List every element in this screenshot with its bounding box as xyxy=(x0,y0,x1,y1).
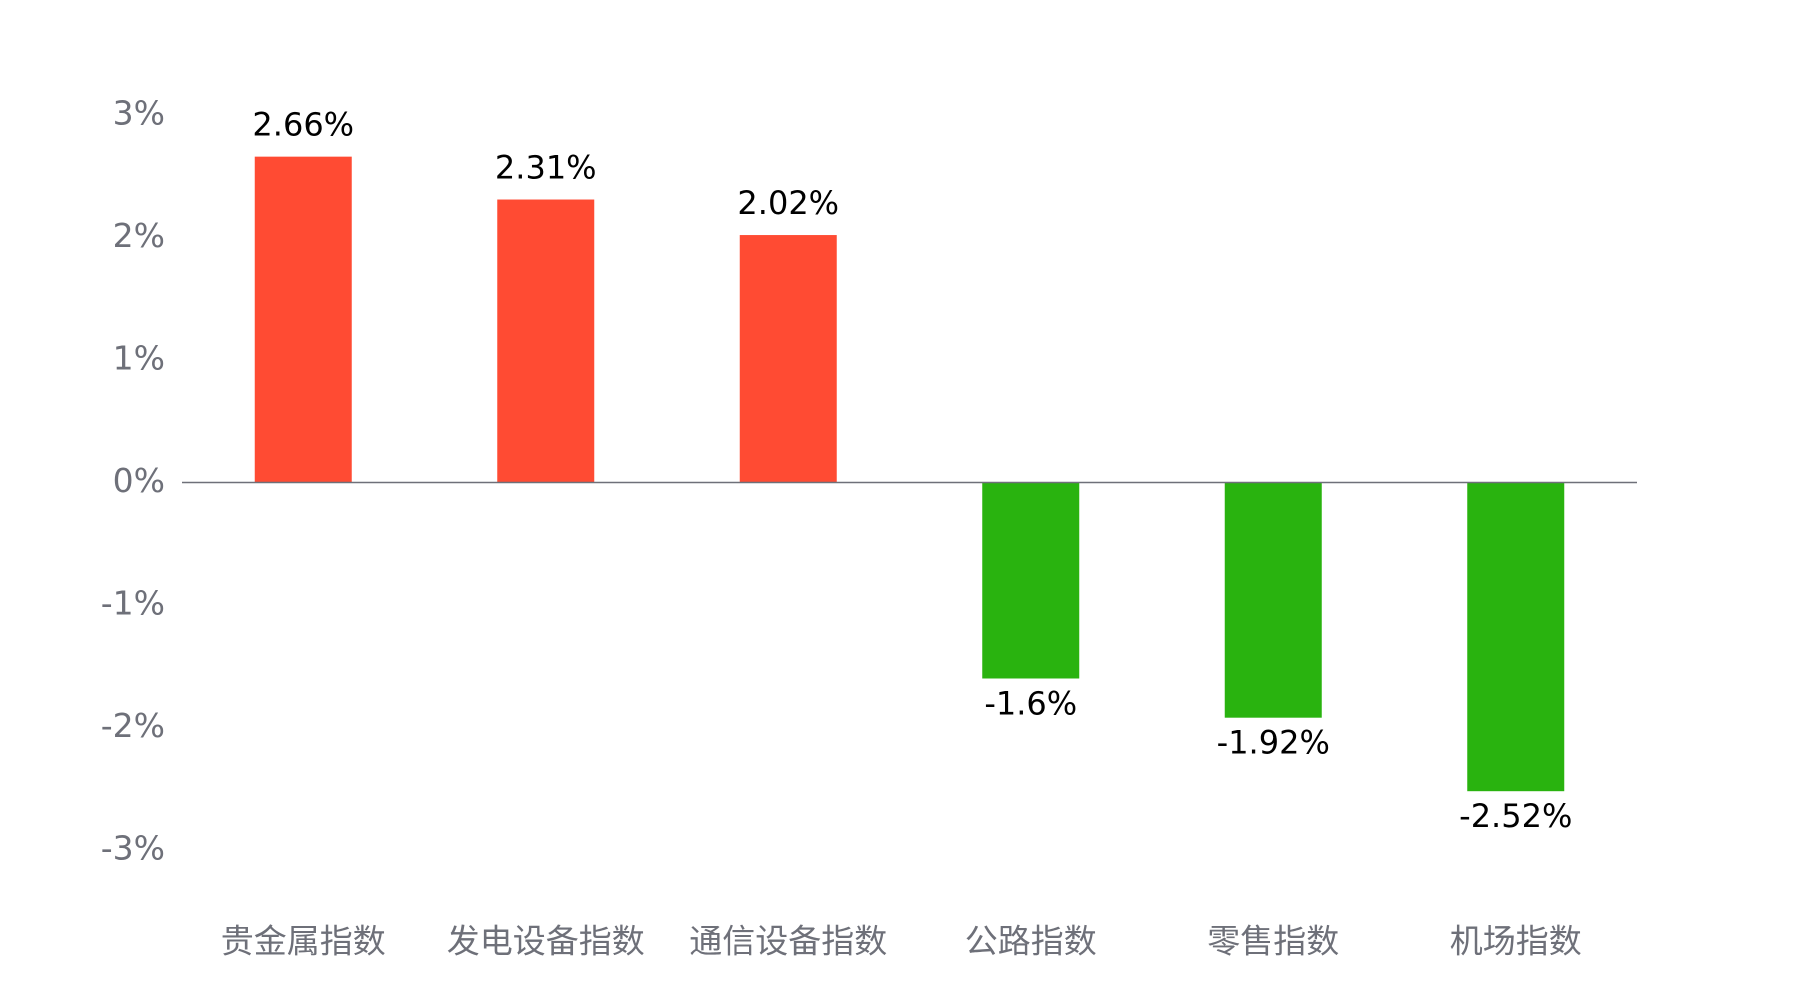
value-label: 2.31% xyxy=(495,149,597,187)
y-tick-label: -3% xyxy=(101,829,165,868)
y-tick-label: 0% xyxy=(113,461,165,500)
x-tick-label: 发电设备指数 xyxy=(447,922,645,961)
x-tick-label: 机场指数 xyxy=(1450,922,1582,961)
value-label: 2.66% xyxy=(252,106,354,144)
x-tick-label: 贵金属指数 xyxy=(221,922,386,961)
bar xyxy=(739,235,837,483)
x-tick-label: 公路指数 xyxy=(965,922,1097,961)
bar xyxy=(254,156,352,483)
y-tick-label: 3% xyxy=(113,94,165,133)
bar xyxy=(982,482,1080,679)
y-tick-label: 1% xyxy=(113,339,165,378)
y-tick-label: -1% xyxy=(101,584,165,623)
x-tick-label: 零售指数 xyxy=(1207,922,1339,961)
bar xyxy=(1467,482,1565,792)
y-tick-label: -2% xyxy=(101,706,165,745)
bar xyxy=(497,199,595,483)
bar xyxy=(1224,482,1322,718)
value-label: -2.52% xyxy=(1459,797,1572,835)
y-tick-label: 2% xyxy=(113,216,165,255)
x-tick-label: 通信设备指数 xyxy=(689,922,887,961)
value-label: -1.6% xyxy=(984,685,1077,723)
value-label: 2.02% xyxy=(737,184,839,222)
value-label: -1.92% xyxy=(1217,724,1330,762)
